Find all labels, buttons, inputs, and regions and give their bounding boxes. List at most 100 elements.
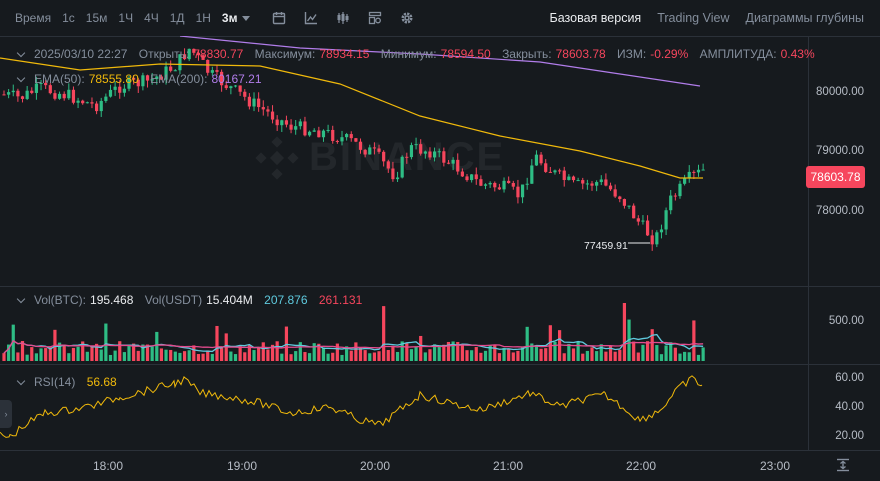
chevron-down-icon[interactable] [16, 376, 26, 385]
volume-bar [382, 306, 386, 361]
timeframe-15m[interactable]: 15м [85, 11, 108, 25]
volume-bar [696, 354, 701, 361]
candle-body [493, 182, 497, 188]
ohlc-legend: 2025/03/10 22:27 Открыть: 78830.77 Максим… [16, 47, 815, 61]
volume-bar [493, 344, 497, 361]
timeframe-dropdown[interactable]: 3м [222, 11, 251, 25]
candle-body [372, 147, 376, 149]
view-basic[interactable]: Базовая версия [549, 11, 642, 25]
price-chart[interactable] [0, 36, 808, 286]
candle-body [233, 85, 238, 87]
chart-type-button[interactable] [329, 8, 357, 28]
time-axis[interactable]: 18:00 19:00 20:00 21:00 22:00 23:00 [0, 450, 808, 481]
view-depth[interactable]: Диаграммы глубины [745, 11, 864, 25]
volume-bar [400, 341, 404, 361]
low-value: 78594.50 [440, 47, 491, 61]
timeframe-1w[interactable]: 1Н [195, 11, 211, 25]
candle-body [340, 137, 344, 142]
timeframe-1s[interactable]: 1с [62, 11, 75, 25]
volume-bar [39, 348, 43, 361]
candle-body [604, 179, 608, 186]
rsi-axis[interactable]: 60.00 40.00 20.00 [808, 365, 880, 450]
view-switcher: Базовая версия Trading View Диаграммы гл… [550, 0, 864, 36]
chevron-down-icon[interactable] [16, 294, 26, 303]
volume-bar [270, 344, 275, 361]
rsi-pane-divider[interactable] [0, 364, 880, 365]
volume-bar [169, 349, 173, 361]
timeframe-active-label: 3м [221, 11, 238, 25]
volume-ma2-line [3, 339, 704, 354]
volume-bars[interactable] [0, 287, 808, 364]
volume-bar [618, 349, 622, 361]
volume-bar [664, 345, 668, 361]
volume-bar [604, 351, 608, 361]
candlestick-chart[interactable] [0, 36, 808, 286]
volume-bar [395, 351, 400, 361]
collapse-panel-button[interactable]: › [0, 400, 12, 428]
volume-bar [150, 346, 154, 361]
candle-body [354, 138, 358, 142]
volume-bar [99, 349, 103, 361]
candle-body [581, 180, 585, 184]
volume-bar [326, 353, 330, 361]
candle-body [243, 91, 247, 97]
candle-body [511, 183, 515, 187]
rsi-label: RSI(14) [34, 375, 76, 389]
volume-bar [502, 347, 506, 361]
candle-body [312, 130, 316, 132]
volume-bar [585, 350, 589, 361]
view-tradingview[interactable]: Trading View [657, 11, 730, 25]
vol-usdt-label: Vol(USDT) [144, 293, 203, 307]
rsi-tick: 60.00 [835, 372, 864, 384]
volume-bar [2, 353, 6, 361]
calendar-button[interactable] [265, 8, 293, 28]
timeframe-1d[interactable]: 1Д [169, 11, 185, 25]
candle-body [488, 182, 492, 185]
volume-bar [159, 348, 164, 361]
timeframe-time[interactable]: Время [15, 11, 52, 25]
volume-bar [280, 353, 284, 361]
indicators-button[interactable] [297, 8, 325, 28]
high-label: Максимум: [254, 47, 316, 61]
settings-button[interactable] [393, 8, 421, 28]
ohlc-date: 2025/03/10 22:27 [34, 47, 128, 61]
rsi-chart[interactable] [0, 365, 808, 450]
price-tick: 79000.00 [816, 145, 864, 157]
chevron-down-icon [242, 16, 251, 22]
volume-chart[interactable] [0, 287, 808, 364]
rsi-line-chart[interactable] [0, 365, 808, 450]
candle-body [548, 171, 552, 173]
candle-body [104, 96, 108, 101]
volume-bar [178, 352, 182, 361]
volume-bar [145, 344, 150, 361]
ema-legend: EMA(50): 78555.80 EMA(200): 80167.21 [16, 72, 262, 86]
templates-button[interactable] [361, 8, 389, 28]
candle-body [247, 96, 251, 107]
candle-body [335, 140, 339, 142]
volume-bar [368, 353, 372, 361]
volume-bar [683, 351, 687, 361]
candle-body [507, 180, 511, 184]
volume-bar [507, 349, 511, 361]
chevron-down-icon[interactable] [16, 73, 26, 82]
volume-bar [11, 324, 15, 361]
volume-ma1-line [3, 333, 704, 354]
timeframe-1h[interactable]: 1Ч [118, 11, 134, 25]
volume-bar [446, 341, 451, 361]
candle-body [655, 232, 659, 245]
auto-fit-button[interactable] [832, 456, 854, 474]
price-axis[interactable]: 80000.00 79000.00 78000.00 [808, 36, 880, 286]
candle-body [683, 178, 687, 184]
chevron-down-icon[interactable] [16, 48, 26, 57]
volume-bar [25, 354, 29, 361]
candle-body [132, 77, 136, 80]
volume-bar [220, 347, 224, 361]
timeframe-4h[interactable]: 4Ч [144, 11, 159, 25]
volume-pane-divider[interactable] [0, 286, 880, 287]
volume-axis[interactable]: 500.00 [808, 287, 880, 364]
open-label: Открыть: [138, 47, 190, 61]
time-tick: 21:00 [492, 459, 524, 473]
candle-body [618, 196, 622, 200]
candle-body [67, 89, 71, 99]
volume-bar [701, 347, 705, 361]
